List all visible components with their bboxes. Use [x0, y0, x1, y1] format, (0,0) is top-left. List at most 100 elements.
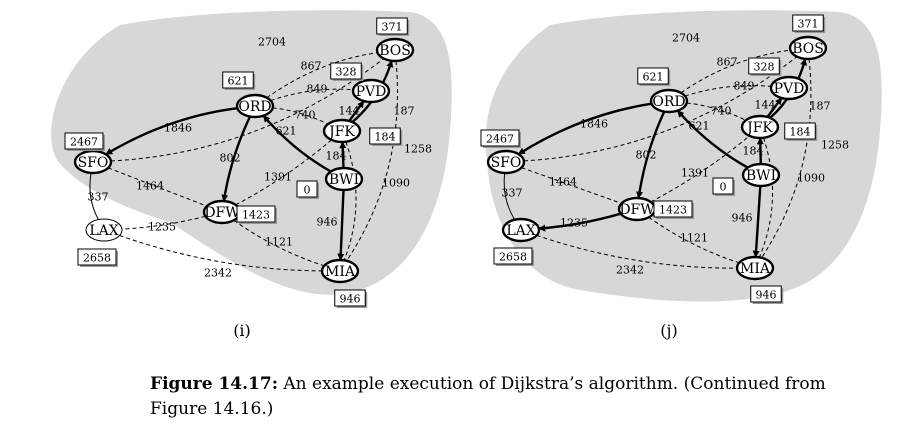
node-ord [649, 88, 689, 114]
node-jfk [740, 114, 780, 140]
edge-sfo-lax [503, 172, 516, 220]
edge-weight-bwi-jfk: 184 [326, 150, 347, 163]
edge-weight-dfw-jfk: 1391 [681, 167, 709, 180]
node-label-bos: BOS [379, 43, 411, 59]
edge-weight-ord-pvd: 849 [734, 80, 755, 93]
tree-edge-ord-dfw [221, 116, 252, 202]
tree-edge-dfw-lax [538, 212, 622, 232]
node-label-bos: BOS [792, 41, 824, 57]
tree-edge-bwi-mia [752, 185, 762, 258]
edge-weight-ord-bos: 867 [301, 60, 322, 73]
edge-weight-sfo-lax: 337 [502, 187, 523, 200]
node-lax [501, 217, 541, 243]
edge-weight-ord-jfk: 740 [295, 109, 316, 122]
node-label-jfk: JFK [745, 120, 773, 136]
distance-box-dfw [653, 200, 693, 218]
edge-weight-dfw-lax: 1235 [148, 221, 176, 234]
node-label-pvd: PVD [774, 81, 805, 97]
tree-edge-jfk-pvd [348, 100, 365, 122]
edge-weight-dfw-jfk: 1391 [264, 171, 292, 184]
distance-box-mia [334, 289, 366, 307]
edge-weight-bos-mia: 1258 [404, 143, 432, 156]
edge-weight-jfk-pvd: 144 [755, 99, 776, 112]
edge-weight-sfo-bos: 2704 [672, 32, 700, 45]
node-mia [735, 255, 775, 281]
distance-box-ord [637, 67, 669, 85]
tree-edge-ord-sfo [105, 107, 238, 156]
edge-sfo-lax [89, 172, 99, 220]
figure-caption: Figure 14.17: An example execution of Di… [150, 372, 870, 422]
node-label-sfo: SFO [491, 155, 522, 171]
edge-ord-bos [680, 49, 791, 94]
edge-weight-bwi-jfk: 184 [743, 145, 764, 158]
distance-value-bwi: 0 [720, 181, 727, 194]
distance-box-ord [222, 71, 254, 89]
distance-value-bos: 371 [382, 21, 403, 34]
edge-weight-sfo-dfw: 1464 [136, 180, 164, 193]
edge-dfw-jfk [235, 139, 332, 206]
node-label-bwi: BWI [746, 168, 776, 184]
node-label-sfo: SFO [78, 155, 109, 171]
node-sfo [486, 149, 526, 175]
node-label-dfw: DFW [619, 202, 655, 218]
tree-edge-bwi-jfk [756, 137, 764, 165]
edge-weight-lax-mia: 2342 [204, 267, 232, 280]
edge-ord-bos [266, 52, 378, 99]
shaded-cloud-region [51, 10, 452, 295]
node-label-jfk: JFK [327, 124, 355, 140]
distance-value-jfk: 184 [790, 126, 811, 139]
distance-value-mia: 946 [756, 289, 777, 302]
edge-dfw-jfk [650, 135, 750, 203]
edge-ord-pvd [270, 88, 354, 102]
node-ord [235, 93, 275, 119]
distance-value-bwi: 0 [304, 184, 311, 197]
node-pvd [769, 75, 809, 101]
distance-value-pvd: 328 [336, 66, 357, 79]
panel-i: 2704 867 849 740 1846 802 621 144 187 184 1464 1391… [51, 10, 452, 340]
tree-edge-bwi-ord [676, 109, 749, 169]
edge-weight-jfk-bos: 187 [394, 105, 415, 118]
node-bwi [324, 166, 364, 192]
edge-weight-lax-mia: 2342 [616, 264, 644, 277]
distance-value-ord: 621 [228, 75, 249, 88]
edge-weight-ord-bos: 867 [717, 56, 738, 69]
distance-box-lax [493, 247, 533, 265]
node-lax [85, 218, 123, 242]
edge-dfw-lax [121, 215, 206, 230]
distance-box-bos [792, 14, 824, 32]
edge-weight-sfo-lax: 337 [88, 191, 109, 204]
edge-jfk-mia [343, 141, 357, 261]
distance-value-ord: 621 [643, 71, 664, 84]
distance-box-lax [77, 248, 117, 266]
edge-weight-ord-pvd: 849 [307, 83, 328, 96]
edge-weight-ord-sfo: 1846 [580, 118, 608, 131]
tree-edge-bwi-ord [262, 114, 332, 173]
node-label-mia: MIA [740, 261, 771, 277]
panel-label-j: (j) [660, 321, 677, 340]
edge-weight-bwi-ord: 621 [276, 125, 297, 138]
node-label-lax: LAX [506, 223, 535, 239]
node-bos [788, 35, 828, 61]
node-label-ord: ORD [238, 99, 271, 115]
edge-weight-jfk-pvd: 144 [339, 105, 360, 118]
node-bos [375, 37, 415, 63]
distance-value-sfo: 2467 [70, 136, 98, 149]
node-label-lax: LAX [89, 223, 118, 239]
edge-weight-ord-sfo: 1846 [164, 122, 192, 135]
edge-weight-sfo-bos: 2704 [258, 36, 286, 49]
distance-box-mia [750, 285, 782, 303]
distance-box-bwi [712, 177, 734, 195]
edge-lax-mia [536, 234, 738, 269]
node-pvd [351, 78, 391, 104]
distance-value-pvd: 328 [754, 61, 775, 74]
edge-weight-dfw-mia: 1121 [680, 232, 708, 245]
distance-value-lax: 2658 [499, 251, 527, 264]
distance-box-pvd [748, 57, 780, 75]
edge-sfo-dfw [521, 167, 622, 204]
distance-box-jfk [784, 122, 816, 140]
node-label-ord: ORD [652, 94, 685, 110]
tree-edge-bwi-jfk [339, 141, 347, 169]
edge-weight-ord-dfw: 802 [636, 149, 657, 162]
distance-value-lax: 2658 [83, 252, 111, 265]
